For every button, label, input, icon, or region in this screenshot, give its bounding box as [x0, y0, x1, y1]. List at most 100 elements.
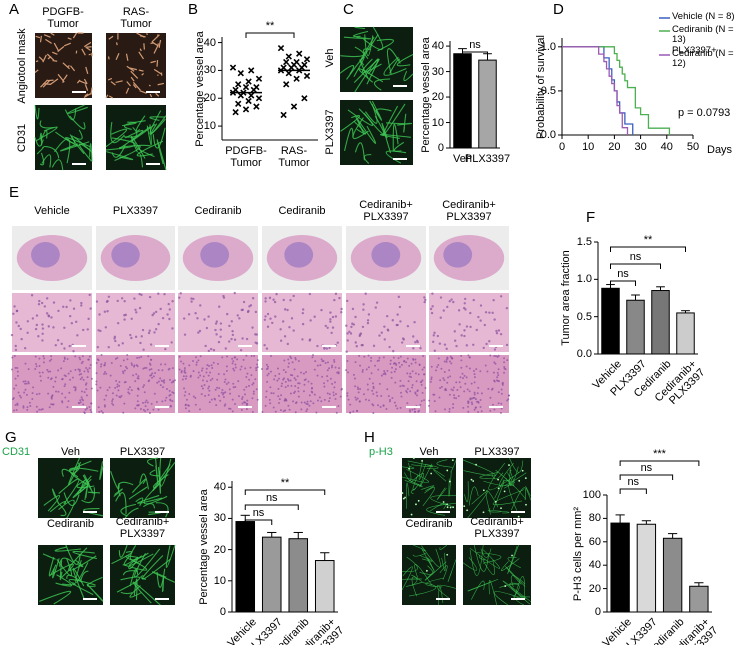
- image-nucleus: [460, 334, 463, 337]
- image-nucleus: [90, 411, 93, 414]
- image-nucleus: [30, 294, 34, 297]
- image-vessel: [63, 42, 71, 47]
- image-vessel: [54, 138, 71, 164]
- image-nucleus: [423, 296, 426, 299]
- image-nucleus: [346, 339, 349, 342]
- image-vessel: [53, 42, 60, 51]
- image-nucleus: [126, 354, 129, 357]
- image-nucleus: [25, 382, 28, 385]
- image-nucleus: [311, 356, 314, 359]
- image-nucleus: [25, 393, 28, 396]
- y-tick-label: 1.0: [576, 273, 592, 286]
- image-vessel: [439, 544, 447, 550]
- y-tick-label: 0: [594, 605, 601, 618]
- image-nucleus: [155, 400, 158, 403]
- image-nucleus: [365, 368, 368, 371]
- image-vessel: [115, 492, 127, 515]
- image-nucleus: [290, 384, 293, 387]
- image-nucleus: [332, 394, 335, 397]
- image-nucleus: [489, 354, 492, 357]
- image-nucleus: [503, 366, 506, 369]
- image-nucleus: [433, 349, 437, 352]
- image-dot: [425, 569, 428, 572]
- image-nucleus: [326, 392, 329, 395]
- image-vessel: [505, 566, 526, 587]
- image-nucleus: [293, 377, 296, 380]
- image-vessel: [149, 469, 160, 477]
- image-nucleus: [411, 384, 414, 387]
- image: [429, 355, 509, 413]
- image-nucleus: [307, 380, 310, 383]
- image-nucleus: [244, 367, 247, 370]
- y-tick-label: 40: [203, 36, 216, 49]
- image-nucleus: [468, 367, 471, 370]
- image-nucleus: [205, 326, 209, 330]
- image-nucleus: [403, 360, 406, 363]
- image-dot: [503, 490, 506, 493]
- image-nucleus: [225, 369, 228, 372]
- image-vessel: [34, 69, 39, 73]
- image-vessel: [365, 103, 378, 124]
- image-vessel: [422, 486, 435, 507]
- image-vessel: [43, 495, 61, 512]
- image-nucleus: [37, 335, 40, 338]
- image-nucleus: [84, 408, 87, 411]
- image-nucleus: [141, 328, 145, 332]
- image-dot: [497, 487, 500, 490]
- data-point: [290, 103, 298, 110]
- image-nucleus: [169, 378, 172, 381]
- image-nucleus: [124, 380, 127, 383]
- image-vessel: [66, 574, 83, 583]
- image-nucleus: [468, 356, 471, 359]
- image-nucleus: [224, 378, 227, 381]
- image-nucleus: [170, 341, 173, 344]
- image-nucleus: [142, 401, 145, 404]
- significance-bracket: [610, 280, 636, 286]
- image-nucleus: [147, 331, 151, 335]
- bar: [261, 536, 282, 613]
- image-nucleus: [300, 401, 303, 404]
- image-nucleus: [396, 407, 399, 410]
- image-nucleus: [329, 320, 332, 323]
- y-tick-label: 30: [203, 64, 216, 77]
- image-nucleus: [261, 368, 264, 371]
- image-nucleus: [245, 375, 248, 378]
- image-nucleus: [357, 391, 360, 394]
- image-nucleus: [217, 394, 220, 397]
- image-nucleus: [54, 380, 57, 383]
- image-nucleus: [265, 347, 269, 350]
- image-nucleus: [232, 367, 235, 370]
- data-point: [237, 70, 244, 77]
- image-nucleus: [68, 391, 71, 394]
- image-nucleus: [284, 409, 287, 412]
- image-vessel: [115, 80, 123, 84]
- image-nucleus: [83, 370, 86, 373]
- image-nucleus: [78, 370, 81, 373]
- image-nucleus: [110, 362, 113, 365]
- image-nucleus: [464, 382, 467, 385]
- image-nucleus: [117, 344, 121, 347]
- image-nucleus: [453, 394, 456, 397]
- image-nucleus: [362, 393, 365, 396]
- image-nucleus: [237, 395, 240, 398]
- image-nucleus: [488, 311, 491, 314]
- image-nucleus: [113, 337, 116, 340]
- image-vessel: [122, 121, 137, 127]
- row-label: Veh: [323, 48, 336, 68]
- y-tick-label: 80: [588, 512, 601, 525]
- image-nucleus: [466, 405, 469, 408]
- image-nucleus: [86, 376, 89, 379]
- image-nucleus: [345, 324, 348, 327]
- image-vessel: [364, 34, 374, 57]
- image-nucleus: [185, 398, 188, 401]
- image-nucleus: [125, 367, 128, 370]
- panel-letter: F: [586, 208, 596, 226]
- column-label: Cediranib+ PLX3397: [442, 198, 496, 223]
- data-point: [303, 72, 311, 80]
- image-nucleus: [438, 396, 441, 399]
- column-label: PLX3397: [112, 204, 159, 217]
- image-nucleus: [164, 347, 167, 351]
- image-nucleus: [123, 318, 126, 321]
- image-vessel: [138, 69, 144, 72]
- image-nucleus: [47, 325, 50, 328]
